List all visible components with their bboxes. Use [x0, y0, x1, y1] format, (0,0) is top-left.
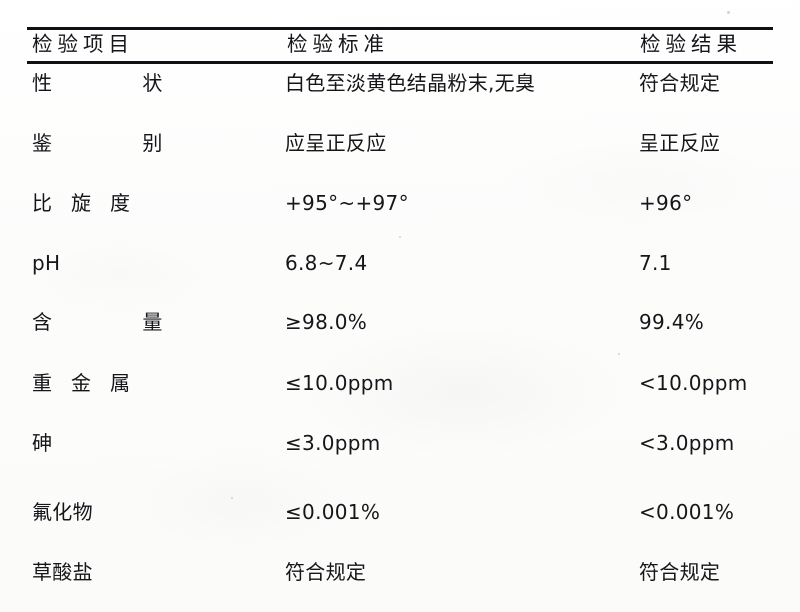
scan-speck	[399, 236, 401, 238]
row-item-name: 比旋度	[32, 191, 149, 215]
row-item-name: 草酸盐	[32, 560, 93, 584]
row-item-name: 重金属	[32, 371, 149, 395]
row-item-name: 砷	[32, 431, 53, 455]
row-standard-value: 应呈正反应	[285, 131, 387, 155]
row-result-value: 呈正反应	[639, 131, 721, 155]
table-top-rule	[27, 27, 773, 30]
row-standard-value: ≤3.0ppm	[285, 431, 381, 455]
table-header-rule	[27, 61, 773, 64]
row-result-value: 符合规定	[639, 71, 721, 95]
row-result-value: <0.001%	[639, 500, 735, 524]
row-result-value: <3.0ppm	[639, 431, 735, 455]
row-item-name: 含 量	[32, 310, 205, 334]
row-item-name: 氟化物	[32, 500, 93, 524]
row-standard-value: 白色至淡黄色结晶粉末,无臭	[285, 71, 536, 95]
row-standard-value: 符合规定	[285, 560, 367, 584]
scan-speck	[231, 497, 233, 499]
row-item-name: 性 状	[32, 71, 205, 95]
row-standard-value: ≥98.0%	[285, 310, 368, 334]
row-standard-value: 6.8~7.4	[285, 251, 368, 275]
row-item-name: 鉴 别	[32, 131, 205, 155]
row-result-value: 99.4%	[639, 310, 705, 334]
row-standard-value: ≤0.001%	[285, 500, 381, 524]
column-header-item: 检验项目	[32, 32, 134, 56]
column-header-standard: 检验标准	[287, 32, 389, 56]
row-standard-value: +95°~+97°	[285, 191, 409, 215]
scan-speck	[618, 353, 620, 355]
row-result-value: 7.1	[639, 251, 672, 275]
column-header-result: 检验结果	[640, 32, 742, 56]
row-result-value: 符合规定	[639, 560, 721, 584]
row-result-value: <10.0ppm	[639, 371, 748, 395]
row-standard-value: ≤10.0ppm	[285, 371, 394, 395]
scan-speck	[727, 11, 730, 14]
row-result-value: +96°	[639, 191, 693, 215]
row-item-name: pH	[32, 251, 61, 275]
